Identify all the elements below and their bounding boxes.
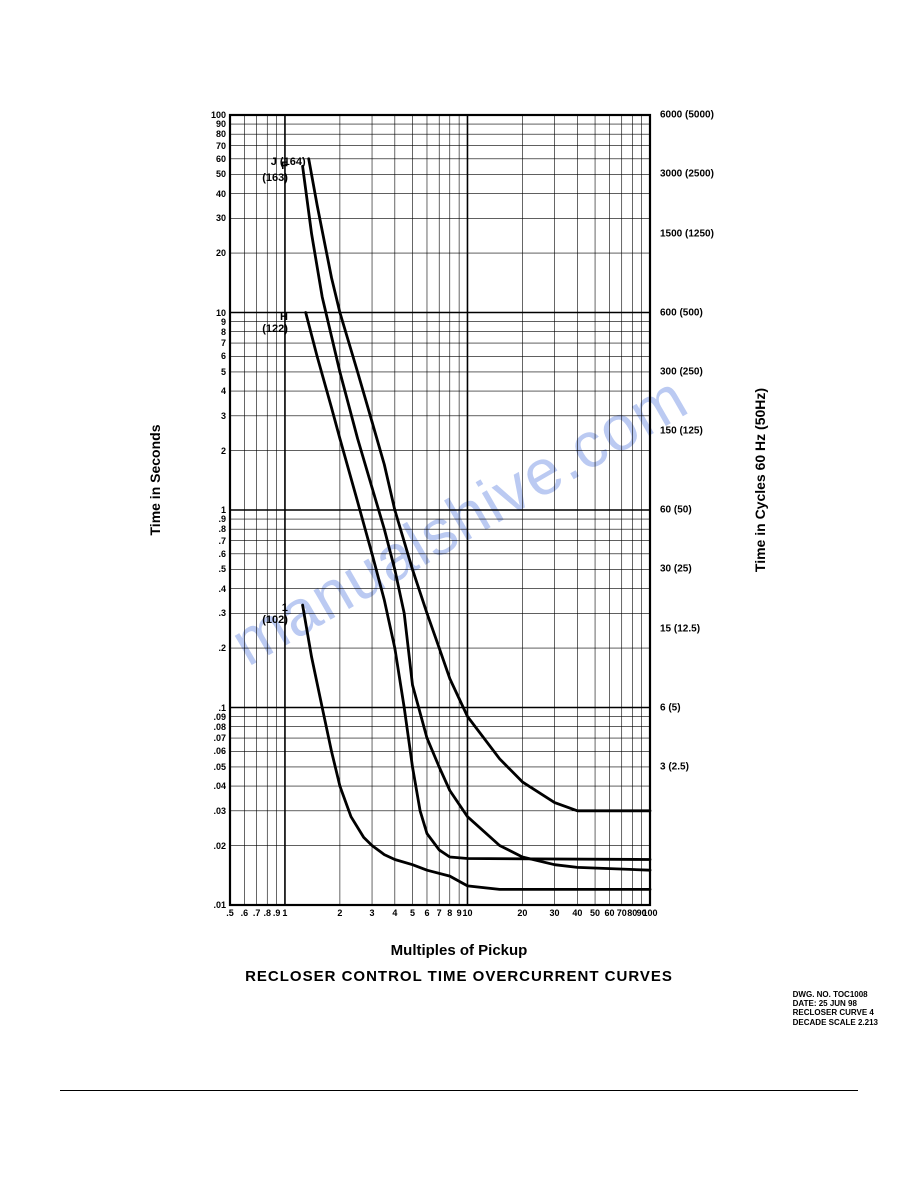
tick-label: 8: [447, 908, 452, 918]
tick-label: 300 (250): [660, 366, 703, 377]
curve-label: H(122): [262, 311, 288, 335]
tick-label: 9: [457, 908, 462, 918]
tick-label: 600 (500): [660, 307, 703, 318]
tick-label: .2: [218, 643, 226, 653]
tick-label: 60: [604, 908, 614, 918]
tick-label: 3: [370, 908, 375, 918]
page: manualshive.com Time in Seconds Time in …: [0, 0, 918, 1188]
tick-label: 100: [642, 908, 657, 918]
tick-label: 6: [424, 908, 429, 918]
tick-label: .3: [218, 608, 226, 618]
tick-label: .09: [213, 712, 226, 722]
tick-label: 3: [221, 411, 226, 421]
tick-label: 2: [337, 908, 342, 918]
tick-label: 150 (125): [660, 426, 703, 437]
tick-label: .7: [253, 908, 261, 918]
tick-label: 1500 (1250): [660, 228, 714, 239]
curve-label: F(163): [262, 160, 288, 184]
tick-label: .6: [241, 908, 249, 918]
tick-label: 5: [221, 367, 226, 377]
tick-label: .6: [218, 549, 226, 559]
tick-label: .9: [218, 514, 226, 524]
tick-label: .5: [226, 908, 234, 918]
chart-svg: [0, 0, 918, 1188]
tick-label: .03: [213, 806, 226, 816]
tick-label: .8: [263, 908, 271, 918]
tick-label: .07: [213, 733, 226, 743]
tick-label: 7: [437, 908, 442, 918]
tick-label: 90: [216, 119, 226, 129]
tick-label: .08: [213, 722, 226, 732]
tick-label: .06: [213, 746, 226, 756]
tick-label: 3 (2.5): [660, 761, 689, 772]
tick-label: 30: [216, 213, 226, 223]
tick-label: 20: [216, 248, 226, 258]
tick-label: 15 (12.5): [660, 623, 700, 634]
curve-label: 1(102): [262, 602, 288, 626]
tick-label: 40: [572, 908, 582, 918]
tick-label: 60 (50): [660, 505, 692, 516]
tick-label: 60: [216, 154, 226, 164]
tick-label: .04: [213, 781, 226, 791]
tick-label: 9: [221, 317, 226, 327]
tick-label: 10: [216, 308, 226, 318]
tick-label: 70: [617, 908, 627, 918]
tick-label: .8: [218, 524, 226, 534]
tick-label: 5: [410, 908, 415, 918]
tick-label: .1: [218, 703, 226, 713]
tick-label: 80: [216, 129, 226, 139]
tick-label: 4: [221, 386, 226, 396]
tick-label: 20: [517, 908, 527, 918]
tick-label: 1: [282, 908, 287, 918]
tick-label: 50: [590, 908, 600, 918]
tick-label: 50: [216, 169, 226, 179]
tick-label: 6000 (5000): [660, 110, 714, 121]
tick-label: 6 (5): [660, 702, 681, 713]
tick-label: .5: [218, 564, 226, 574]
tick-label: 6: [221, 351, 226, 361]
tick-label: .05: [213, 762, 226, 772]
tick-label: .02: [213, 841, 226, 851]
tick-label: 100: [211, 110, 226, 120]
tick-label: 8: [221, 327, 226, 337]
tick-label: 70: [216, 141, 226, 151]
tick-label: .4: [218, 584, 226, 594]
tick-label: 3000 (2500): [660, 169, 714, 180]
tick-label: 2: [221, 446, 226, 456]
tick-label: .7: [218, 536, 226, 546]
tick-label: 1: [221, 505, 226, 515]
tick-label: 10: [462, 908, 472, 918]
tick-label: 7: [221, 338, 226, 348]
tick-label: .9: [273, 908, 281, 918]
tick-label: 30: [550, 908, 560, 918]
tick-label: 40: [216, 189, 226, 199]
tick-label: .01: [213, 900, 226, 910]
tick-label: 4: [392, 908, 397, 918]
tick-label: 30 (25): [660, 564, 692, 575]
